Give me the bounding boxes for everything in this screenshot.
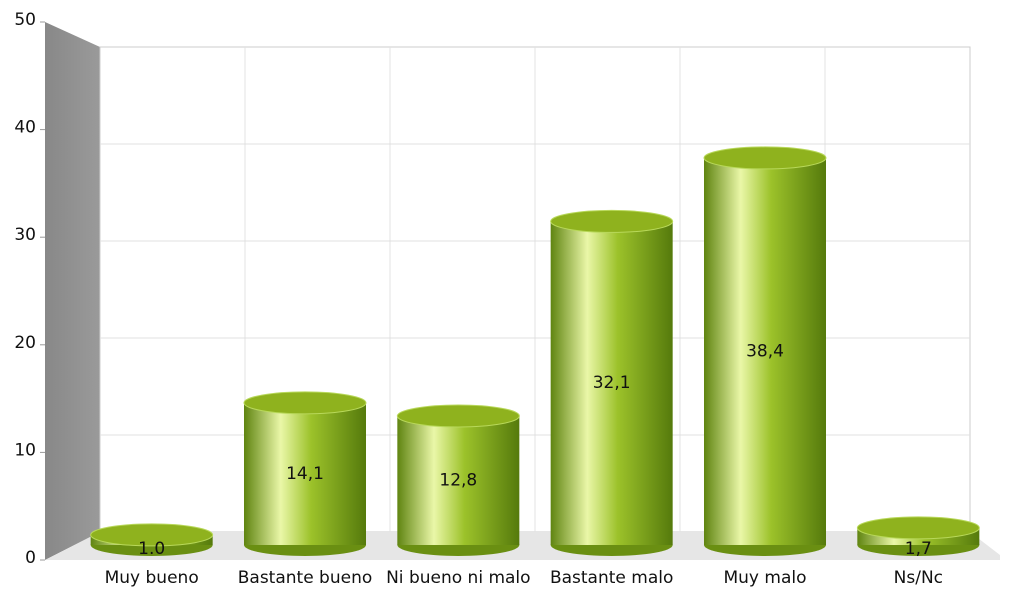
- value-label: 38,4: [746, 341, 784, 361]
- x-tick-label: Muy malo: [723, 568, 806, 588]
- y-tick-label: 50: [14, 10, 36, 30]
- bar-top: [703, 146, 827, 170]
- x-tick-label: Bastante bueno: [238, 568, 373, 588]
- y-tick-label: 30: [14, 225, 36, 245]
- value-label: 12,8: [439, 470, 477, 490]
- y-tick-label: 20: [14, 333, 36, 353]
- bar: [856, 516, 980, 556]
- bar-top: [856, 516, 980, 540]
- y-tick-label: 0: [25, 548, 36, 568]
- bar: [703, 146, 827, 556]
- bar-body: [397, 415, 520, 545]
- y-tick-label: 40: [14, 118, 36, 138]
- value-label: 1.0: [138, 539, 165, 559]
- value-label: 1,7: [905, 539, 932, 559]
- x-tick-label: Ni bueno ni malo: [386, 568, 530, 588]
- x-tick-label: Ns/Nc: [894, 568, 943, 588]
- y-tick-label: 10: [14, 440, 36, 460]
- bar-top: [396, 404, 520, 428]
- bar-body: [550, 221, 673, 545]
- value-label: 32,1: [593, 373, 631, 393]
- bar-top: [243, 391, 367, 415]
- x-tick-label: Bastante malo: [550, 568, 673, 588]
- bar: [396, 404, 520, 556]
- value-label: 14,1: [286, 464, 324, 484]
- bar: [243, 391, 367, 556]
- bar-body: [704, 157, 826, 546]
- x-tick-label: Muy bueno: [105, 568, 199, 588]
- left-wall: [45, 22, 100, 560]
- bar-top: [90, 523, 214, 547]
- bar-top: [550, 209, 674, 233]
- bar: [550, 209, 674, 556]
- bar-body: [244, 402, 366, 545]
- bar: [90, 523, 214, 556]
